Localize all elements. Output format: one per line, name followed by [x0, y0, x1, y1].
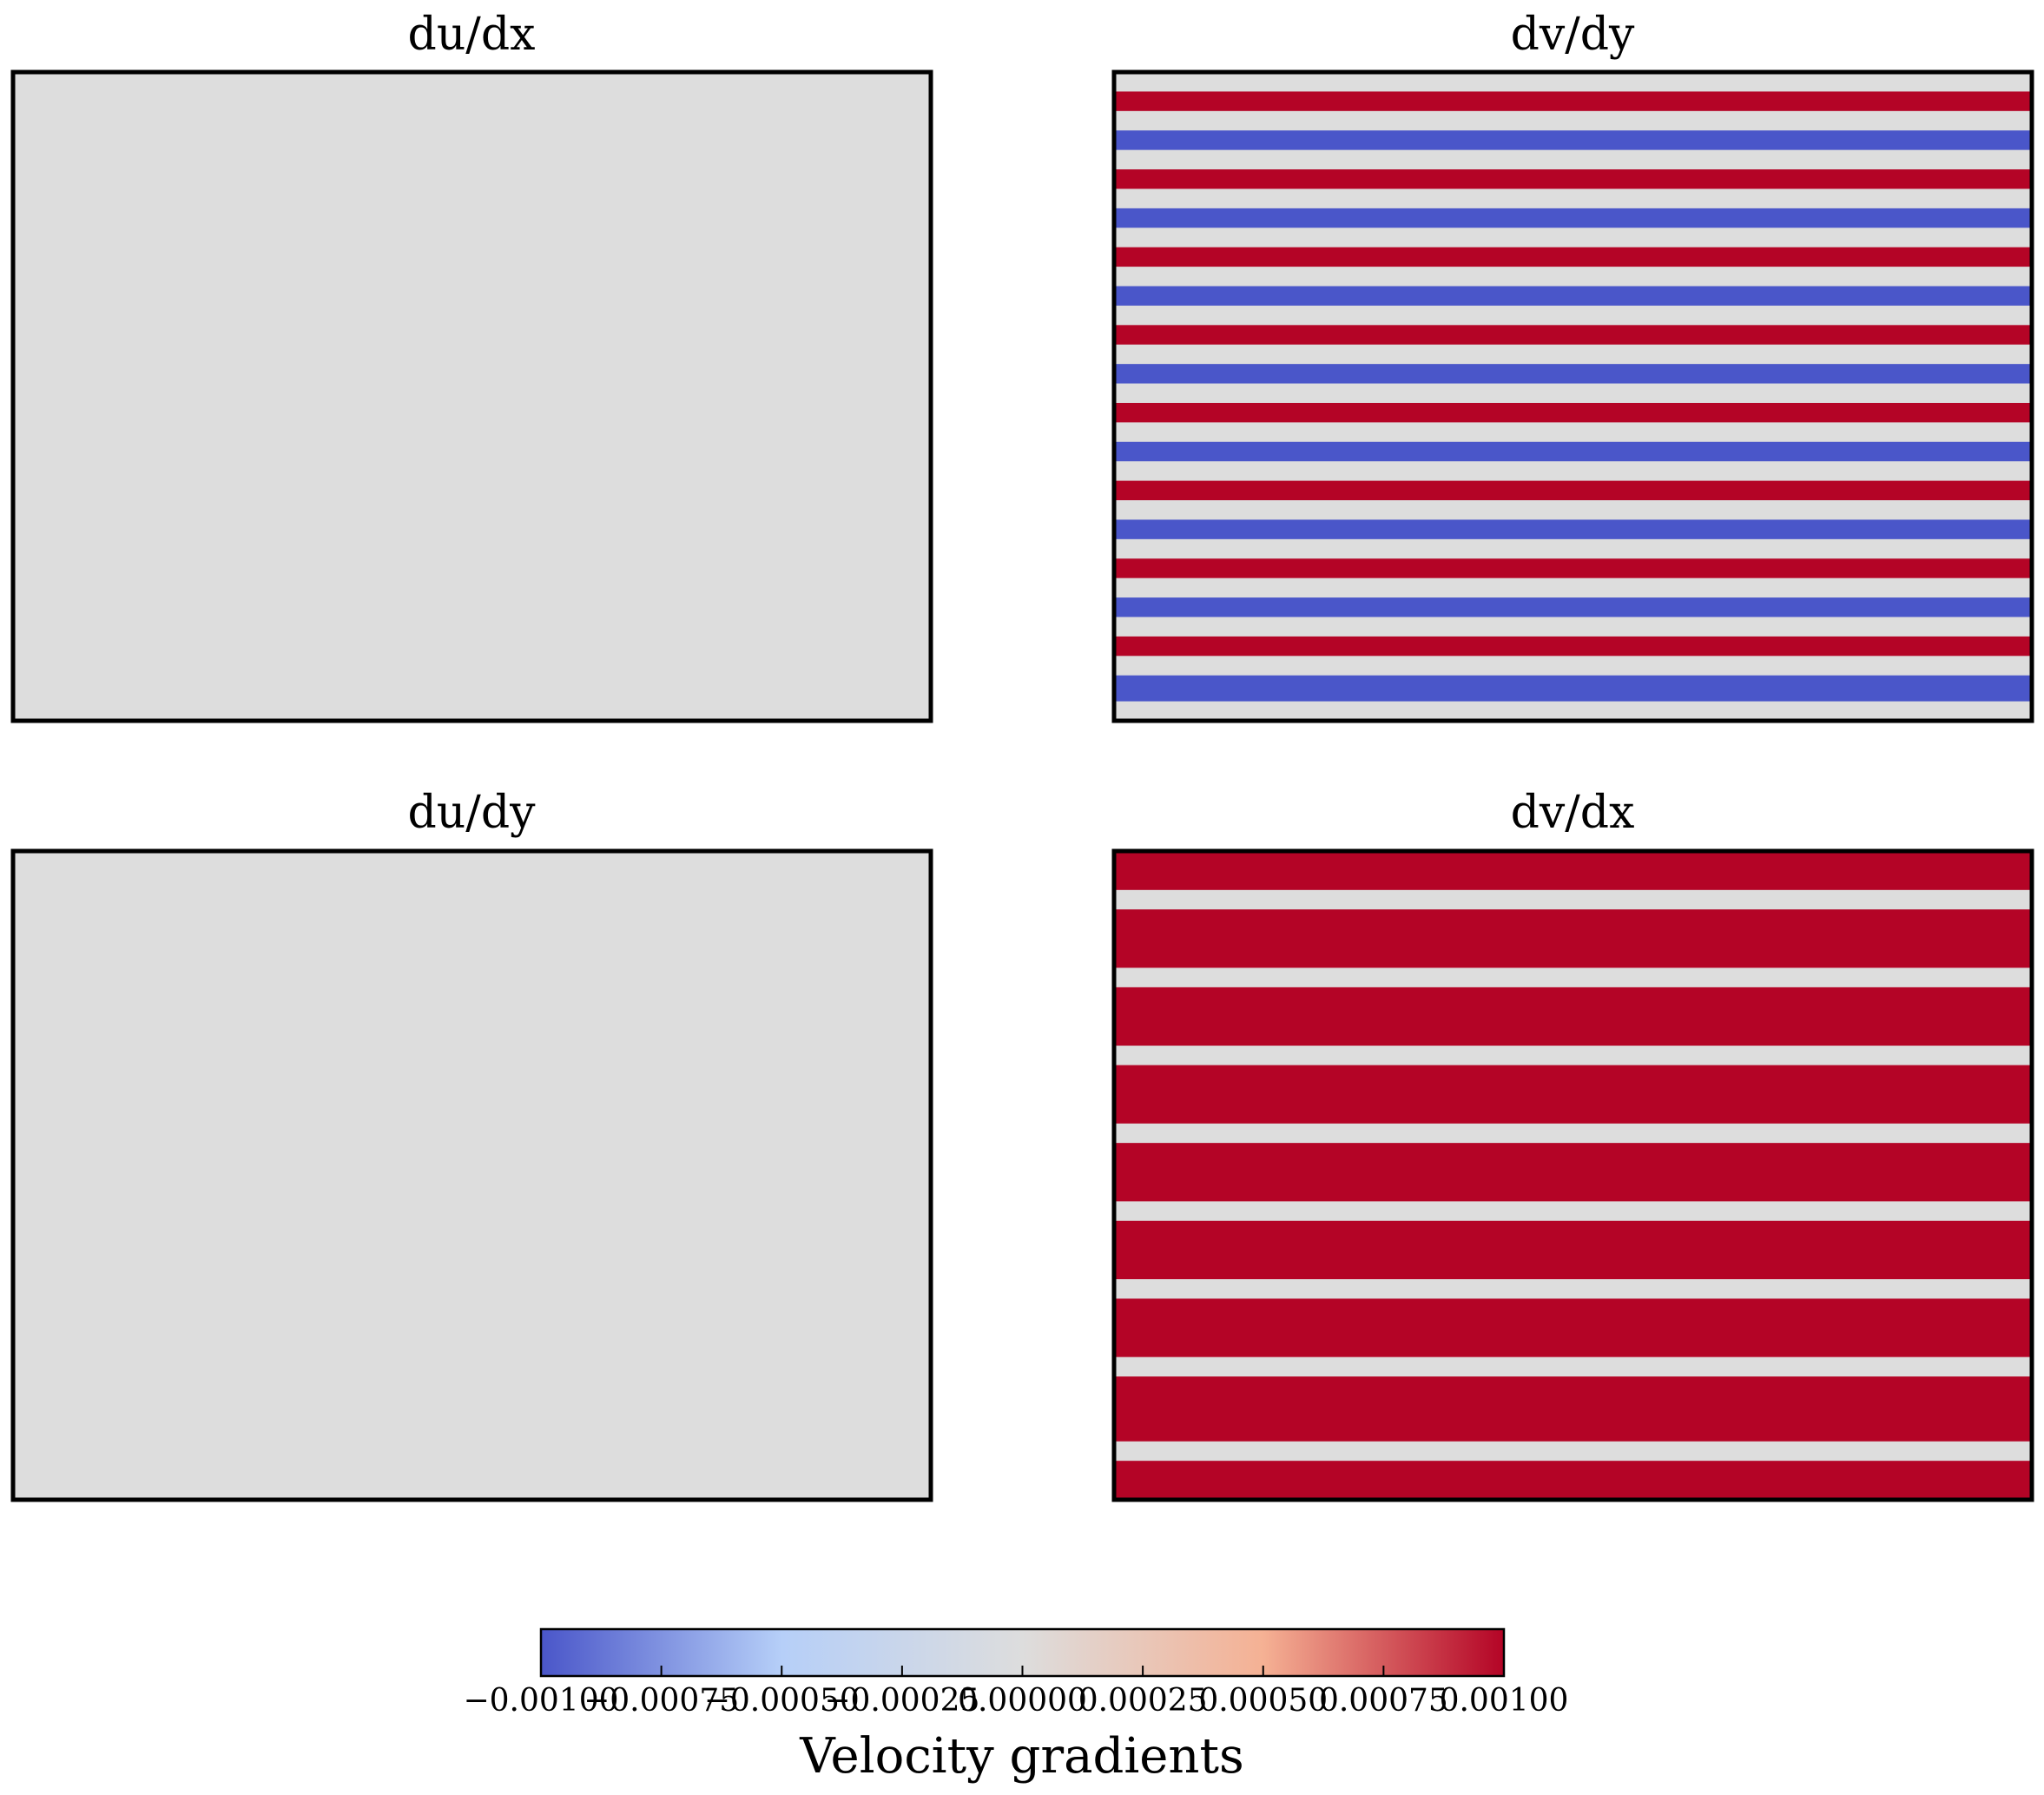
heatmap-band: [1114, 987, 2032, 1046]
heatmap-band: [1114, 538, 2032, 559]
heatmap-band: [1114, 325, 2032, 346]
heatmap-band: [1114, 91, 2032, 112]
heatmap-band: [1114, 909, 2032, 969]
heatmap-band: [1114, 500, 2032, 521]
heatmap-band: [1114, 402, 2032, 423]
heatmap-band: [1114, 1279, 2032, 1300]
heatmap-band: [1114, 889, 2032, 910]
heatmap-band: [1114, 364, 2032, 385]
heatmap-band: [1114, 441, 2032, 462]
heatmap-bands: [1114, 72, 2032, 721]
heatmap-band: [1114, 1065, 2032, 1125]
heatmap-band: [1114, 188, 2032, 209]
heatmap-band: [1114, 656, 2032, 676]
panel-title: du/dy: [408, 787, 537, 839]
heatmap-band: [1114, 461, 2032, 482]
colorbar-tick-label: 0.00025: [1078, 1683, 1208, 1719]
colorbar-tick-label: 0.00075: [1319, 1683, 1448, 1719]
heatmap-band: [1114, 149, 2032, 170]
heatmap-band: [1114, 1461, 2032, 1500]
colorbar-tick-label: −0.00075: [584, 1683, 739, 1719]
heatmap-band: [1114, 558, 2032, 579]
heatmap-band: [1114, 1123, 2032, 1144]
panel-title: dv/dx: [1511, 787, 1635, 839]
heatmap-band: [13, 851, 931, 1500]
heatmap-band: [1114, 72, 2032, 93]
heatmap-band: [1114, 617, 2032, 637]
heatmap-bands: [13, 72, 931, 721]
colorbar-ticks: −0.00100−0.00075−0.00050−0.000250.000000…: [463, 1666, 1568, 1719]
panel-title: dv/dy: [1511, 9, 1635, 61]
axes-frame: [10, 848, 933, 1502]
colorbar-label: Velocity gradients: [799, 1728, 1244, 1785]
heatmap-band: [1114, 701, 2032, 721]
colorbar-tick-label: 0.00100: [1440, 1683, 1569, 1719]
panel-du-dx: du/dx: [10, 9, 933, 723]
heatmap-band: [1114, 851, 2032, 891]
heatmap-band: [1114, 344, 2032, 365]
heatmap-band: [1114, 1143, 2032, 1202]
colorbar-tick-label: −0.00025: [824, 1683, 979, 1719]
heatmap-band: [1114, 1356, 2032, 1377]
heatmap-band: [13, 72, 931, 721]
heatmap-band: [1114, 1046, 2032, 1066]
heatmap-bands: [1114, 851, 2032, 1500]
heatmap-band: [1114, 636, 2032, 657]
heatmap-band: [1114, 228, 2032, 248]
axes-frame: [1111, 848, 2034, 1502]
heatmap-band: [1114, 247, 2032, 267]
heatmap-band: [1114, 577, 2032, 598]
heatmap-band: [1114, 422, 2032, 443]
heatmap-band: [1114, 305, 2032, 326]
heatmap-band: [1114, 1376, 2032, 1442]
heatmap-band: [1114, 286, 2032, 307]
heatmap-band: [1114, 1201, 2032, 1222]
panel-du-dy: du/dy: [10, 787, 933, 1502]
heatmap-band: [1114, 1441, 2032, 1462]
colorbar-tick-label: −0.00050: [704, 1683, 860, 1719]
heatmap-band: [1114, 675, 2032, 703]
heatmap-band: [1114, 130, 2032, 151]
heatmap-band: [1114, 383, 2032, 404]
panel-title: du/dx: [408, 9, 536, 61]
heatmap-band: [1114, 480, 2032, 501]
heatmap-band: [1114, 267, 2032, 287]
panel-dv-dx: dv/dx: [1111, 787, 2034, 1502]
colorbar-tick-label: −0.00100: [463, 1683, 618, 1719]
heatmap-band: [1114, 597, 2032, 618]
heatmap-band: [1114, 967, 2032, 988]
heatmap-band: [1114, 110, 2032, 131]
heatmap-band: [1114, 1220, 2032, 1280]
axes-frame: [1111, 69, 2034, 723]
heatmap-bands: [13, 851, 931, 1500]
panel-dv-dy: dv/dy: [1111, 9, 2034, 723]
heatmap-band: [1114, 208, 2032, 228]
heatmap-band: [1114, 519, 2032, 540]
heatmap-band: [1114, 1298, 2032, 1358]
colorbar-tick-label: 0.00000: [958, 1683, 1087, 1719]
heatmap-band: [1114, 169, 2032, 190]
colorbar-tick-label: 0.00050: [1198, 1683, 1328, 1719]
colorbar: −0.00100−0.00075−0.00050−0.000250.000000…: [463, 1627, 1568, 1785]
axes-frame: [10, 69, 933, 723]
